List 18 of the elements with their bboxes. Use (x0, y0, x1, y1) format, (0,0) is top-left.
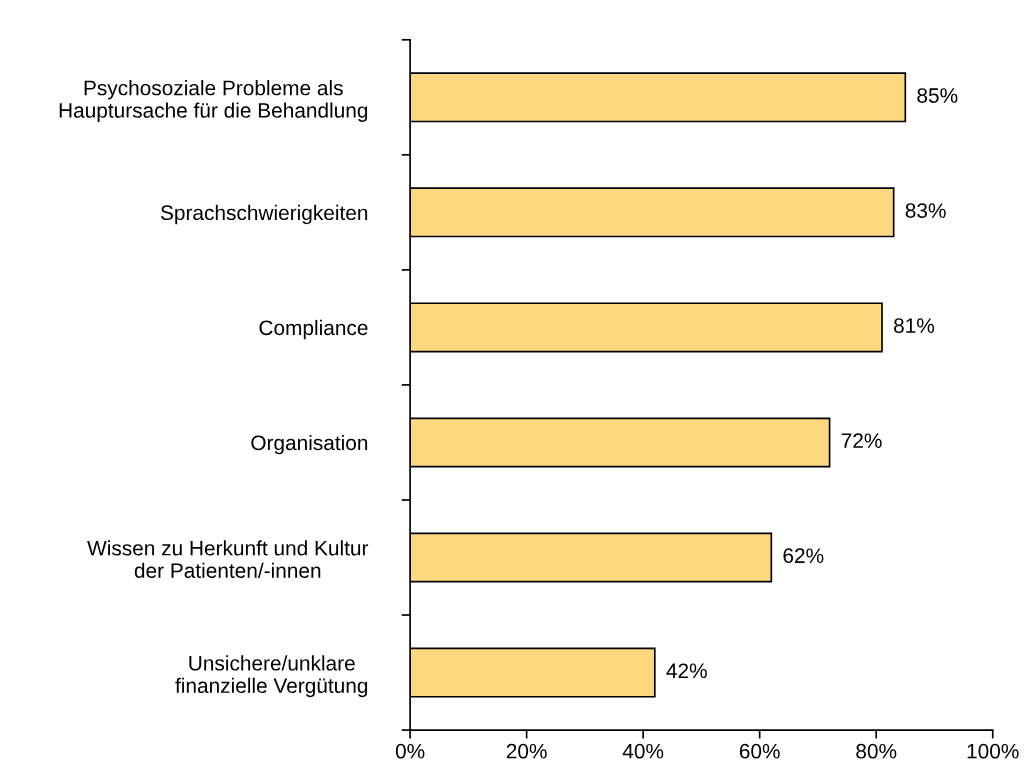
data-label: 85% (917, 88, 958, 103)
x-tick-label: 40% (622, 743, 664, 759)
data-label: 42% (666, 663, 707, 679)
x-tick-label: 0% (395, 743, 425, 759)
data-label: 83% (905, 203, 946, 218)
y-tick-label: Unsichere/unklare finanzielle Vergütung (175, 655, 368, 698)
x-tick-label: 20% (506, 743, 547, 759)
y-tick-label: Organisation (251, 434, 368, 455)
data-label: 81% (894, 318, 935, 333)
y-tick-label: Compliance (259, 319, 368, 340)
y-tick-label: Psychosoziale Probleme als Hauptursache für die Behandlung (59, 80, 368, 122)
x-tick-label: 80% (856, 743, 897, 759)
data-label: 72% (841, 433, 882, 448)
x-tick-label: 100% (967, 743, 1019, 759)
x-tick-label: 60% (739, 743, 780, 759)
data-label: 62% (783, 548, 824, 564)
y-tick-label: Sprachschwierigkeiten (160, 204, 368, 225)
y-tick-label: Wissen zu Herkunft und Kultur der Patienten/-innen (87, 540, 369, 578)
